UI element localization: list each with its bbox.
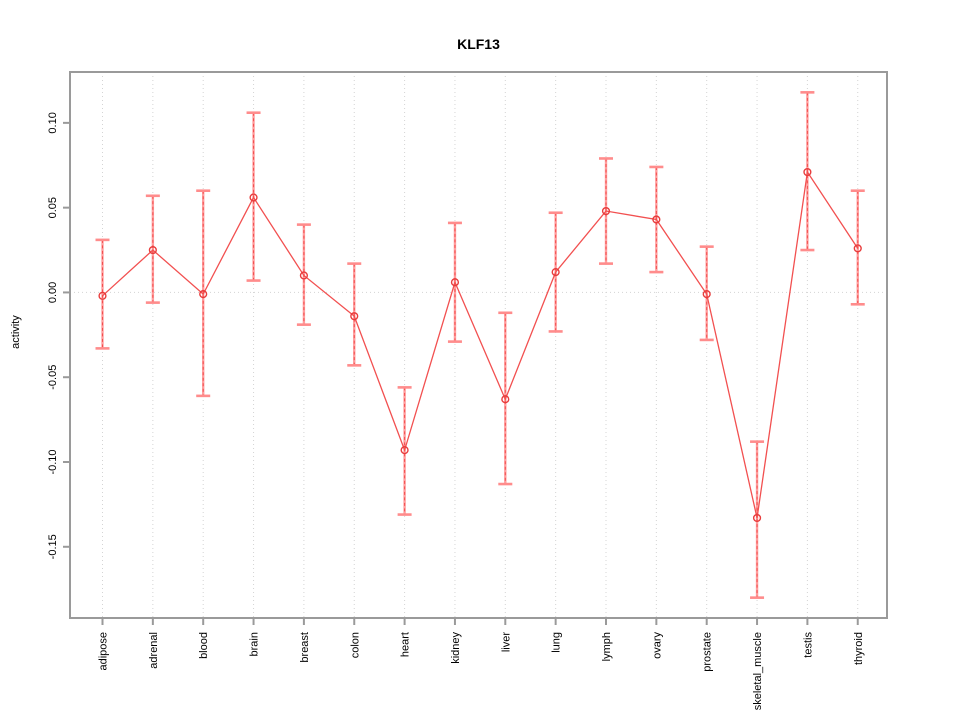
data-point — [249, 193, 258, 202]
data-point — [601, 206, 611, 216]
data-point — [148, 245, 157, 255]
y-tick-label: -0.05 — [47, 365, 59, 390]
data-point — [853, 244, 862, 253]
data-point — [199, 290, 208, 299]
y-tick-label: 0.05 — [47, 197, 59, 218]
y-tick-label: 0.00 — [47, 282, 59, 303]
x-tick-label: brain — [249, 632, 261, 656]
x-tick-label: breast — [299, 632, 311, 663]
y-tick-label: -0.10 — [47, 449, 59, 474]
plot-box — [69, 71, 888, 619]
data-point — [350, 312, 359, 321]
x-tick-label: blood — [198, 632, 210, 659]
x-tick-label: adipose — [98, 632, 110, 671]
x-tick-label: ovary — [651, 632, 663, 659]
data-point — [299, 271, 309, 280]
data-point — [400, 446, 409, 455]
series-line — [102, 170, 859, 519]
x-tick-label: prostate — [702, 632, 714, 672]
y-tick-label: -0.15 — [47, 534, 59, 559]
data-point — [501, 395, 510, 404]
y-tick-label: 0.10 — [47, 112, 59, 133]
data-point — [803, 167, 812, 177]
data-point — [702, 290, 711, 299]
data-point — [752, 513, 762, 523]
x-tick-label: adrenal — [148, 632, 160, 669]
x-tick-label: heart — [400, 632, 412, 657]
x-tick-label: lymph — [601, 632, 613, 661]
data-point — [551, 267, 560, 277]
data-point — [652, 215, 661, 224]
data-point — [450, 278, 460, 287]
x-tick-label: skeletal_muscle — [752, 632, 764, 710]
x-tick-label: kidney — [450, 632, 462, 664]
x-tick-label: liver — [500, 632, 512, 653]
chart-title: KLF13 — [457, 36, 500, 52]
x-tick-label: colon — [349, 632, 361, 658]
x-tick-label: lung — [551, 632, 563, 653]
x-tick-label: thyroid — [853, 632, 865, 665]
x-tick-label: testis — [802, 632, 814, 658]
data-point — [98, 291, 107, 300]
